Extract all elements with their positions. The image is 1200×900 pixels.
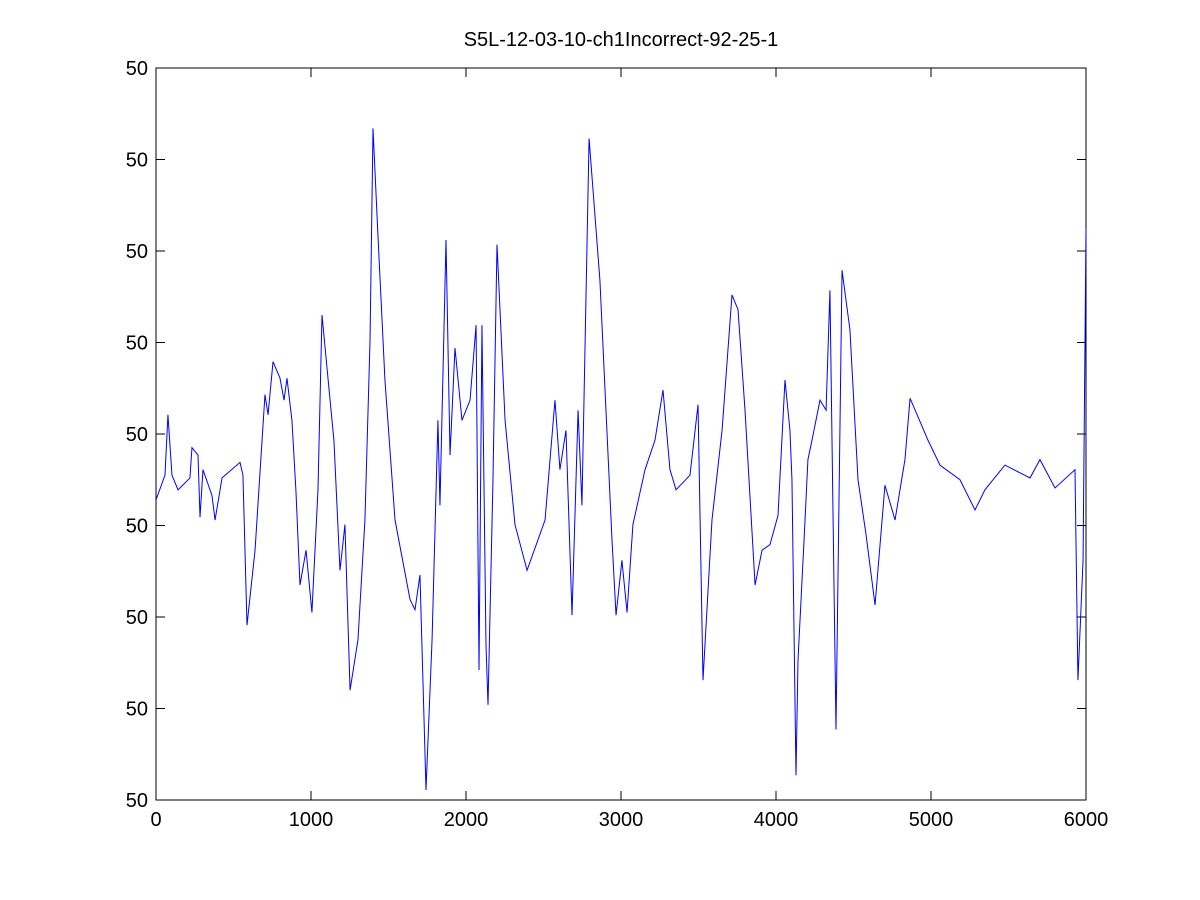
y-tick-label: 50 xyxy=(126,790,148,812)
y-tick-label: 50 xyxy=(126,150,148,172)
chart-title: S5L-12-03-10-ch1Incorrect-92-25-1 xyxy=(464,29,779,51)
y-tick-label: 50 xyxy=(126,241,148,263)
x-tick-label: 5000 xyxy=(909,809,954,831)
y-tick-label: 50 xyxy=(126,607,148,629)
y-tick-label: 50 xyxy=(126,516,148,538)
y-tick-label: 50 xyxy=(126,699,148,721)
x-tick-label: 6000 xyxy=(1064,809,1109,831)
data-line xyxy=(155,128,1087,790)
x-tick-label: 4000 xyxy=(754,809,799,831)
y-tick-label: 50 xyxy=(126,333,148,355)
y-tick-label: 50 xyxy=(126,58,148,80)
x-tick-label: 0 xyxy=(150,809,161,831)
x-tick-label: 2000 xyxy=(444,809,489,831)
y-tick-label: 50 xyxy=(126,424,148,446)
x-tick-label: 1000 xyxy=(289,809,334,831)
x-tick-label: 3000 xyxy=(599,809,644,831)
